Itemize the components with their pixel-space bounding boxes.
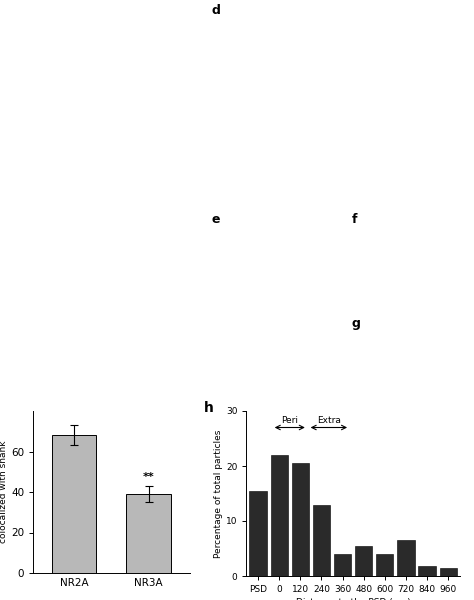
Bar: [292, 463, 309, 576]
Bar: [439, 568, 457, 576]
Text: d: d: [211, 4, 220, 17]
Text: f: f: [352, 212, 357, 226]
Text: g: g: [352, 317, 361, 330]
Text: Peri: Peri: [281, 416, 298, 425]
Bar: [334, 554, 351, 576]
Y-axis label: Percentage of GFP clusters
colocalized with shank: Percentage of GFP clusters colocalized w…: [0, 431, 8, 553]
Bar: [126, 494, 171, 573]
Text: h: h: [204, 401, 214, 415]
Bar: [52, 436, 97, 573]
Bar: [397, 540, 415, 576]
Y-axis label: Percentage of total particles: Percentage of total particles: [214, 430, 223, 557]
Bar: [355, 546, 373, 576]
Bar: [271, 455, 288, 576]
Text: **: **: [143, 472, 155, 482]
Text: a: a: [2, 4, 10, 17]
Text: b: b: [2, 212, 11, 226]
Bar: [249, 491, 267, 576]
X-axis label: Distance to the PSD (nm): Distance to the PSD (nm): [296, 598, 410, 600]
Text: e: e: [211, 212, 220, 226]
Bar: [313, 505, 330, 576]
Text: Extra: Extra: [317, 416, 341, 425]
Bar: [419, 566, 436, 576]
Bar: [376, 554, 393, 576]
